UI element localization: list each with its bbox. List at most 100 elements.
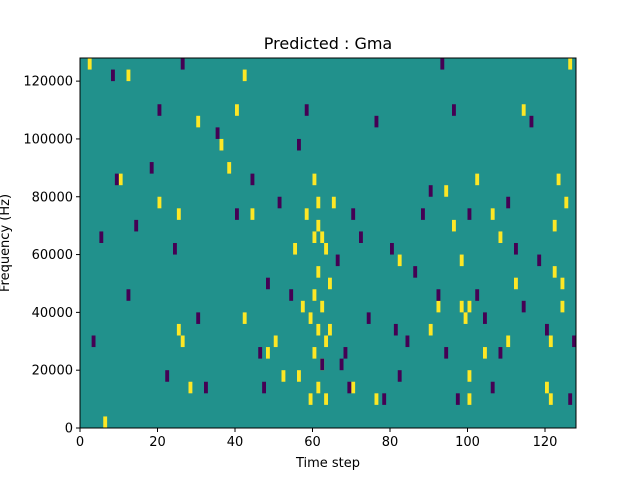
heatmap-cell-high: [560, 277, 565, 290]
y-tick-label: 20000: [32, 364, 73, 379]
heatmap-cell-low: [126, 289, 131, 301]
heatmap-cell-high: [521, 104, 526, 116]
heatmap-cell-high: [552, 219, 557, 232]
heatmap-cell-high: [118, 173, 123, 186]
heatmap-cell-high: [351, 381, 356, 394]
heatmap-cell-low: [436, 289, 441, 301]
heatmap-cell-high: [312, 173, 317, 186]
heatmap-cell-high: [87, 58, 92, 70]
y-tick-label: 100000: [23, 132, 73, 147]
heatmap-cell-high: [316, 219, 321, 232]
heatmap-cell-high: [548, 335, 553, 348]
heatmap-cell-low: [514, 243, 518, 255]
heatmap-cell-high: [297, 370, 301, 382]
heatmap-cell-low: [343, 347, 348, 359]
heatmap-cell-low: [180, 58, 185, 70]
heatmap-cell-low: [537, 254, 542, 267]
heatmap-cell-low: [452, 104, 456, 116]
heatmap-cell-low: [529, 115, 534, 128]
x-tick-label: 100: [455, 435, 480, 450]
heatmap-cell-high: [320, 231, 325, 243]
heatmap-cell-high: [475, 173, 480, 186]
heatmap-cell-low: [235, 208, 239, 220]
heatmap-cell-low: [382, 393, 387, 405]
heatmap-cell-low: [572, 335, 577, 348]
heatmap-cell-low: [111, 69, 115, 82]
heatmap-cell-low: [149, 162, 154, 174]
heatmap-cell-high: [304, 208, 309, 220]
heatmap-cell-high: [126, 69, 131, 82]
heatmap-cell-low: [374, 115, 379, 128]
heatmap-cell-high: [103, 416, 108, 428]
heatmap-cell-low: [483, 312, 487, 324]
heatmap-cell-low: [289, 289, 294, 301]
plot-area: [80, 58, 577, 428]
x-tick-label: 60: [304, 435, 321, 450]
heatmap-cell-low: [196, 312, 201, 324]
heatmap-cell-high: [316, 266, 321, 278]
heatmap-cell-high: [436, 300, 441, 313]
heatmap-cell-low: [215, 127, 220, 139]
heatmap-cell-low: [444, 347, 449, 359]
axes-frame: [79, 57, 577, 429]
heatmap-cell-high: [250, 208, 255, 220]
heatmap-cell-high: [328, 277, 332, 290]
heatmap-cell-high: [281, 370, 286, 382]
heatmap-cell-high: [188, 381, 193, 394]
x-tick-label: 80: [382, 435, 399, 450]
heatmap-cell-high: [467, 370, 472, 382]
heatmap-cell-high: [293, 243, 298, 255]
heatmap-cell-low: [490, 381, 495, 394]
heatmap-cell-high: [514, 277, 518, 290]
heatmap-cell-high: [316, 196, 321, 209]
heatmap-cell-low: [266, 277, 270, 290]
heatmap-cell-high: [331, 196, 336, 209]
heatmap-cell-high: [176, 208, 181, 220]
heatmap-cell-high: [157, 196, 162, 209]
heatmap-cell-high: [467, 300, 472, 313]
heatmap-cell-high: [300, 300, 305, 313]
heatmap-cell-low: [297, 138, 301, 151]
heatmap-cell-low: [320, 358, 325, 371]
heatmap-cell-high: [564, 196, 569, 209]
heatmap-cell-high: [552, 266, 557, 278]
heatmap-cell-high: [459, 300, 464, 313]
heatmap-cell-low: [506, 196, 511, 209]
x-axis-label: Time step: [295, 456, 360, 471]
heatmap-cell-low: [568, 393, 573, 405]
heatmap-cell-low: [339, 358, 344, 371]
heatmap-cell-low: [393, 323, 398, 336]
heatmap-cell-low: [173, 243, 177, 255]
heatmap-cell-high: [273, 335, 278, 348]
heatmap-cell-low: [204, 381, 208, 394]
heatmap-cell-high: [242, 69, 247, 82]
heatmap-cell-high: [266, 347, 270, 359]
heatmap-cell-high: [176, 323, 181, 336]
heatmap-cell-low: [157, 104, 162, 116]
heatmap-cell-low: [455, 393, 460, 405]
heatmap-cell-low: [351, 208, 356, 220]
heatmap-cell-low: [545, 323, 549, 336]
heatmap-cell-high: [324, 335, 329, 348]
heatmap-cell-high: [498, 231, 503, 243]
heatmap-cell-high: [320, 300, 325, 313]
heatmap-cell-low: [440, 58, 445, 70]
heatmap-cell-low: [258, 347, 263, 359]
y-tick-label: 120000: [23, 75, 73, 90]
heatmap-cell-low: [475, 289, 480, 301]
heatmap-cell-high: [308, 312, 313, 324]
heatmap-cell-low: [347, 381, 352, 394]
y-tick-label: 80000: [32, 190, 73, 205]
x-axis-ticks: 0 20 40 60 80 100 120: [76, 428, 557, 450]
heatmap-cell-low: [91, 335, 96, 348]
heatmap-cell-high: [506, 335, 511, 348]
heatmap-cell-high: [316, 381, 321, 394]
heatmap-cell-low: [359, 231, 363, 243]
heatmap-cell-low: [413, 266, 418, 278]
x-tick-label: 20: [149, 435, 166, 450]
heatmap-cell-high: [545, 381, 549, 394]
heatmap-cell-low: [521, 300, 526, 313]
heatmap-cell-high: [452, 219, 456, 232]
heatmap-cell-high: [397, 254, 402, 267]
